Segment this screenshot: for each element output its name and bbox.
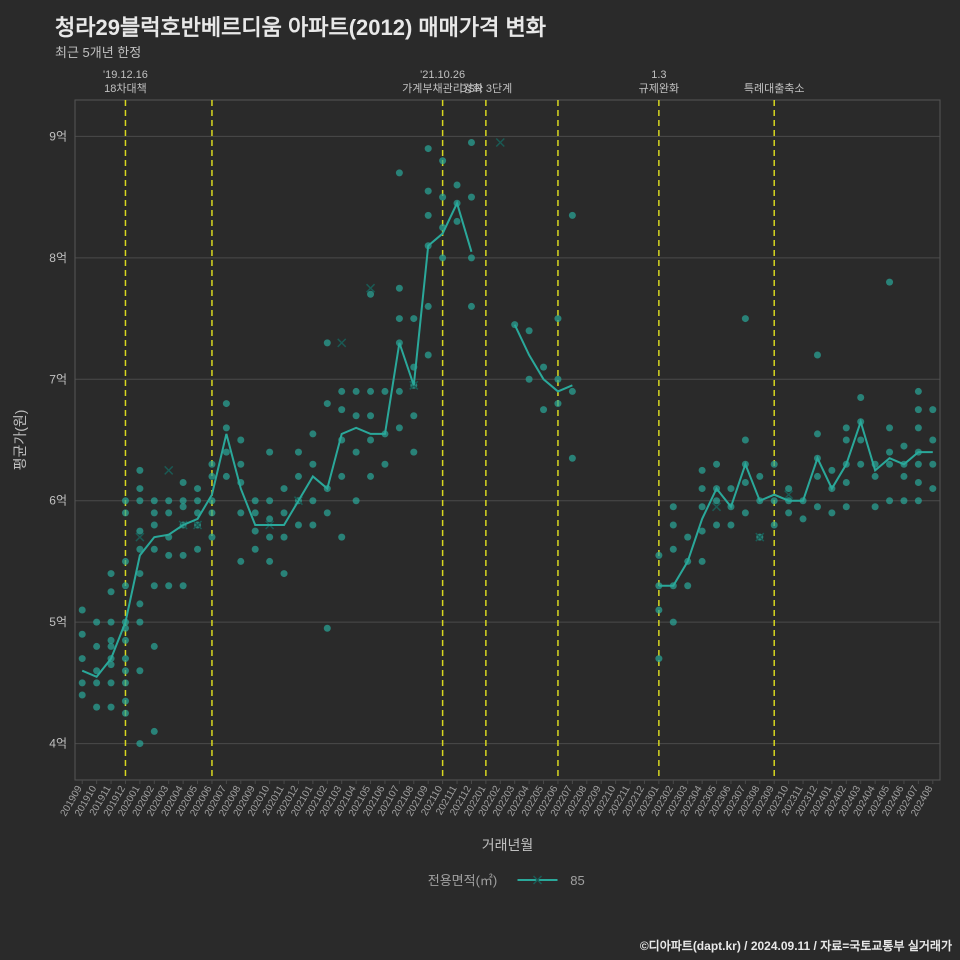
svg-text:'21.10.26: '21.10.26 <box>420 69 465 81</box>
svg-text:1.3: 1.3 <box>651 69 666 81</box>
svg-text:전용면적(㎡): 전용면적(㎡) <box>428 873 498 888</box>
svg-text:규제완화: 규제완화 <box>639 82 679 95</box>
svg-text:8억: 8억 <box>49 251 67 265</box>
chart-title: 청라29블럭호반베르디움 아파트(2012) 매매가격 변화 <box>55 15 546 40</box>
svg-text:'19.12.16: '19.12.16 <box>103 69 148 81</box>
svg-text:4억: 4억 <box>49 737 67 751</box>
svg-text:18차대책: 18차대책 <box>104 82 147 95</box>
svg-text:9억: 9억 <box>49 129 67 143</box>
svg-text:DSR 3단계: DSR 3단계 <box>460 82 513 95</box>
svg-text:특례대출축소: 특례대출축소 <box>744 82 805 95</box>
legend: 전용면적(㎡) 85 <box>428 873 585 888</box>
x-axis-label: 거래년월 <box>482 837 534 853</box>
svg-text:85: 85 <box>570 873 584 888</box>
chart-subtitle: 최근 5개년 한정 <box>55 45 141 60</box>
svg-text:7억: 7억 <box>49 372 67 386</box>
price-chart: '19.12.1618차대책'21.10.26가계부채관리강화DSR 3단계1.… <box>0 0 960 960</box>
credit-text: ©디아파트(dapt.kr) / 2024.09.11 / 자료=국토교통부 실… <box>640 937 952 954</box>
svg-text:5억: 5억 <box>49 615 67 629</box>
svg-text:6억: 6억 <box>49 494 67 508</box>
y-axis-label: 평균가(원) <box>12 410 28 471</box>
